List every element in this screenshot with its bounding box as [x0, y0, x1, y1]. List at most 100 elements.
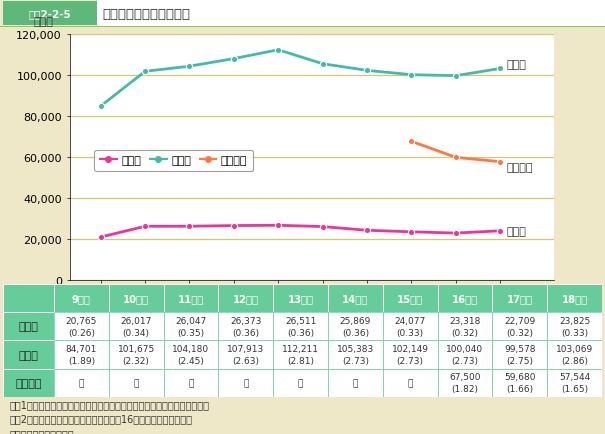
Bar [383, 341, 437, 369]
Bar [109, 312, 163, 341]
Text: （出典）文部科学省調べ: （出典）文部科学省調べ [9, 428, 74, 434]
Text: 24,077
(0.33): 24,077 (0.33) [394, 316, 426, 337]
Bar [54, 341, 109, 369]
Text: 不登校児童生徒数の推移: 不登校児童生徒数の推移 [103, 8, 191, 20]
Text: 図表2-2-5: 図表2-2-5 [28, 9, 71, 19]
Bar [3, 369, 54, 397]
Text: 中学校: 中学校 [19, 350, 39, 360]
Bar [492, 341, 547, 369]
Text: 20,765
(0.26): 20,765 (0.26) [66, 316, 97, 337]
Text: 104,180
(2.45): 104,180 (2.45) [172, 345, 209, 365]
Bar [328, 341, 383, 369]
Text: －: － [188, 378, 194, 388]
Text: 中学校: 中学校 [507, 60, 527, 70]
Bar [437, 284, 492, 312]
Text: 26,373
(0.36): 26,373 (0.36) [230, 316, 261, 337]
Bar [109, 341, 163, 369]
Text: 12年度: 12年度 [233, 293, 259, 303]
Text: （人）: （人） [33, 17, 53, 27]
Bar [437, 369, 492, 397]
Bar [383, 369, 437, 397]
Bar [547, 341, 602, 369]
Text: 17年度: 17年度 [507, 293, 533, 303]
Text: 小学校: 小学校 [19, 322, 39, 332]
Text: 小学校: 小学校 [507, 226, 527, 236]
Text: 103,069
(2.86): 103,069 (2.86) [556, 345, 593, 365]
Bar [218, 284, 273, 312]
Text: －: － [243, 378, 249, 388]
Text: －: － [353, 378, 358, 388]
Text: －: － [408, 378, 413, 388]
Bar [0, 26, 605, 28]
Text: 84,701
(1.89): 84,701 (1.89) [66, 345, 97, 365]
Bar [109, 284, 163, 312]
Text: 15年度: 15年度 [397, 293, 423, 303]
Bar [437, 312, 492, 341]
Text: 99,578
(2.75): 99,578 (2.75) [504, 345, 535, 365]
Text: 100,040
(2.73): 100,040 (2.73) [446, 345, 483, 365]
Text: 9年度: 9年度 [72, 293, 91, 303]
Text: 26,017
(0.34): 26,017 (0.34) [120, 316, 152, 337]
Text: 14年度: 14年度 [342, 293, 368, 303]
Text: 注）1．（　）内は，全児童生徒数に占める不登校児童生徒の割合（％）。: 注）1．（ ）内は，全児童生徒数に占める不登校児童生徒の割合（％）。 [9, 399, 209, 409]
Text: 16年度: 16年度 [452, 293, 478, 303]
Bar [383, 284, 437, 312]
Bar [383, 312, 437, 341]
Bar [492, 312, 547, 341]
Bar [437, 341, 492, 369]
Bar [218, 369, 273, 397]
Text: 23,825
(0.33): 23,825 (0.33) [559, 316, 590, 337]
Text: 57,544
(1.65): 57,544 (1.65) [559, 373, 590, 393]
Bar [273, 284, 328, 312]
Bar [218, 312, 273, 341]
Text: 22,709
(0.32): 22,709 (0.32) [504, 316, 535, 337]
Text: 10年度: 10年度 [123, 293, 149, 303]
Bar [328, 369, 383, 397]
Bar [3, 341, 54, 369]
Text: 26,047
(0.35): 26,047 (0.35) [175, 316, 206, 337]
Bar [54, 369, 109, 397]
Bar [328, 312, 383, 341]
Text: 107,913
(2.63): 107,913 (2.63) [227, 345, 264, 365]
Text: 11年度: 11年度 [178, 293, 204, 303]
Text: 102,149
(2.73): 102,149 (2.73) [391, 345, 429, 365]
Bar [547, 284, 602, 312]
Bar [54, 284, 109, 312]
Bar [273, 312, 328, 341]
Bar [163, 284, 218, 312]
Text: 26,511
(0.36): 26,511 (0.36) [285, 316, 316, 337]
Bar [163, 369, 218, 397]
Bar [218, 341, 273, 369]
Text: 23,318
(0.32): 23,318 (0.32) [450, 316, 480, 337]
Text: 59,680
(1.66): 59,680 (1.66) [504, 373, 535, 393]
Text: 112,211
(2.81): 112,211 (2.81) [282, 345, 319, 365]
Text: －: － [298, 378, 303, 388]
Bar [97, 0, 605, 28]
Text: 67,500
(1.82): 67,500 (1.82) [450, 373, 481, 393]
Text: －: － [134, 378, 139, 388]
Bar [492, 369, 547, 397]
Text: 2．高等学校における不登校は，平成16年度から調査を実施。: 2．高等学校における不登校は，平成16年度から調査を実施。 [9, 414, 192, 424]
Text: 高等学校: 高等学校 [15, 378, 42, 388]
Text: －: － [79, 378, 84, 388]
Bar [273, 369, 328, 397]
Text: 101,675
(2.32): 101,675 (2.32) [117, 345, 155, 365]
Text: 105,383
(2.73): 105,383 (2.73) [337, 345, 374, 365]
Text: 25,869
(0.36): 25,869 (0.36) [339, 316, 371, 337]
Bar [3, 2, 97, 26]
Bar [3, 312, 54, 341]
Bar [109, 369, 163, 397]
Text: （年度）: （年度） [558, 297, 585, 307]
Bar [3, 284, 54, 312]
Text: 高等学校: 高等学校 [507, 162, 534, 172]
Bar [163, 341, 218, 369]
Bar [547, 312, 602, 341]
Bar [328, 284, 383, 312]
Text: 13年度: 13年度 [287, 293, 313, 303]
Bar [54, 312, 109, 341]
Bar [547, 369, 602, 397]
Bar [492, 284, 547, 312]
Legend: 小学校, 中学校, 高等学校: 小学校, 中学校, 高等学校 [94, 150, 253, 171]
Bar [273, 341, 328, 369]
Bar [163, 312, 218, 341]
